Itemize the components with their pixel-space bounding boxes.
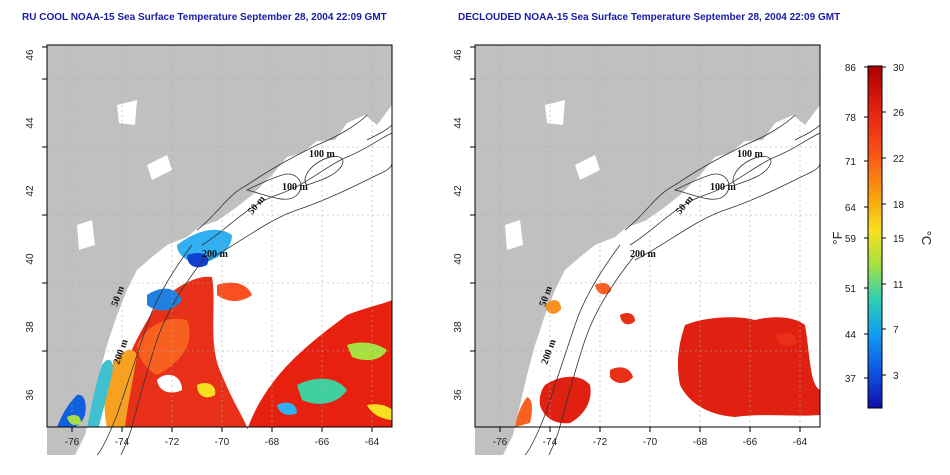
right-x-tick: -66	[743, 437, 758, 448]
celsius-unit-label: °C	[919, 231, 934, 246]
left-y-tick: 46	[25, 49, 36, 61]
right-y-tick: 38	[453, 321, 464, 333]
left-x-tick: -70	[215, 437, 230, 448]
left-y-axis: 36 38 40 42 44 46	[25, 49, 36, 401]
colorbar-c-tick: 18	[893, 200, 905, 211]
right-grid	[475, 45, 820, 427]
left-x-tick: -68	[265, 437, 280, 448]
colorbar-c-tick: 7	[893, 325, 899, 336]
left-x-tick: -72	[165, 437, 180, 448]
colorbar-f-tick: 59	[845, 234, 857, 245]
right-y-tick: 40	[453, 253, 464, 265]
right-y-tick: 46	[453, 49, 464, 61]
left-x-axis: -76 -74 -72 -70 -68 -66 -64	[65, 437, 380, 448]
right-y-tick: 36	[453, 389, 464, 401]
right-y-axis: 36 38 40 42 44 46	[453, 49, 464, 401]
colorbar-f-tick: 71	[845, 157, 857, 168]
right-x-tick: -68	[693, 437, 708, 448]
fahrenheit-unit-label: °F	[830, 231, 845, 244]
left-grid	[47, 45, 392, 427]
left-x-tick: -64	[365, 437, 380, 448]
left-panel-title: RU COOL NOAA-15 Sea Surface Temperature …	[22, 12, 387, 23]
colorbar-c-tick: 26	[893, 108, 905, 119]
left-y-tick: 36	[25, 389, 36, 401]
left-y-tick: 40	[25, 253, 36, 265]
right-x-tick: -74	[543, 437, 558, 448]
colorbar-f-tick: 86	[845, 63, 857, 74]
right-contour-label-4: 200 m	[630, 249, 657, 260]
right-contour-label-2: 100 m	[710, 182, 737, 193]
colorbar-gradient	[867, 65, 883, 409]
colorbar-c-tick: 15	[893, 234, 905, 245]
colorbar-f-tick: 37	[845, 374, 857, 385]
right-map-panel: 100 m 100 m 50 m 200 m 50 m 200 m -76 -7…	[453, 44, 821, 456]
colorbar-f-tick: 78	[845, 113, 857, 124]
right-x-tick: -72	[593, 437, 608, 448]
left-map-panel: 100 m 100 m 50 m 200 m 50 m 200 m -76 -7…	[25, 44, 393, 456]
right-y-tick: 42	[453, 185, 464, 197]
right-sst-overlay	[515, 283, 820, 427]
left-x-tick: -74	[115, 437, 130, 448]
colorbar-f-tick: 64	[845, 203, 857, 214]
temperature-colorbar: 86 78 71 64 59 51 44 37 30 26 22 18 15 1…	[830, 63, 934, 409]
colorbar-c-tick: 11	[893, 280, 904, 291]
right-y-tick: 44	[453, 117, 464, 129]
colorbar-c-tick: 30	[893, 63, 905, 74]
left-x-tick: -66	[315, 437, 330, 448]
right-panel-title: DECLOUDED NOAA-15 Sea Surface Temperatur…	[458, 12, 841, 23]
right-x-axis: -76 -74 -72 -70 -68 -66 -64	[493, 437, 808, 448]
left-y-tick: 44	[25, 117, 36, 129]
left-y-tick: 42	[25, 185, 36, 197]
right-x-tick: -70	[643, 437, 658, 448]
colorbar-c-tick: 22	[893, 154, 905, 165]
right-contour-label-1: 100 m	[737, 149, 764, 160]
right-x-tick: -76	[493, 437, 508, 448]
left-contour-label-1: 100 m	[309, 149, 336, 160]
left-x-tick: -76	[65, 437, 80, 448]
left-sst-overlay	[57, 229, 392, 430]
colorbar-c-tick: 3	[893, 371, 899, 382]
left-y-tick: 38	[25, 321, 36, 333]
colorbar-f-tick: 51	[845, 284, 857, 295]
colorbar-f-tick: 44	[845, 330, 857, 341]
left-contour-label-4: 200 m	[202, 249, 229, 260]
left-contour-label-2: 100 m	[282, 182, 309, 193]
right-x-tick: -64	[793, 437, 808, 448]
